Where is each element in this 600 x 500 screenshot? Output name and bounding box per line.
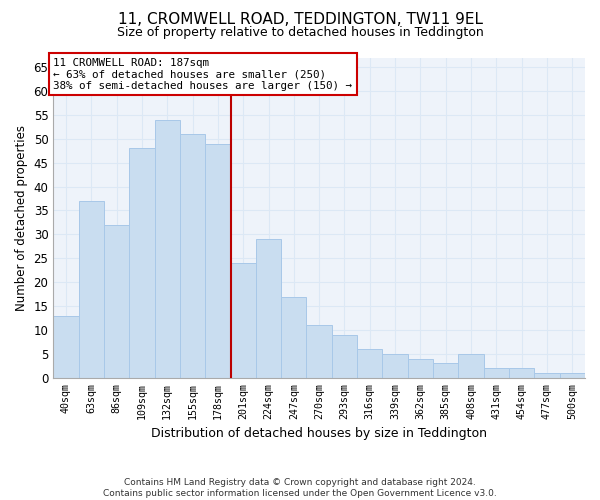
Bar bbox=[129, 148, 155, 378]
Y-axis label: Number of detached properties: Number of detached properties bbox=[15, 124, 28, 310]
Text: Size of property relative to detached houses in Teddington: Size of property relative to detached ho… bbox=[116, 26, 484, 39]
Bar bbox=[560, 373, 585, 378]
Bar bbox=[104, 225, 129, 378]
Bar bbox=[357, 349, 382, 378]
Bar bbox=[408, 358, 433, 378]
Bar bbox=[307, 325, 332, 378]
Bar bbox=[535, 373, 560, 378]
Bar bbox=[205, 144, 230, 378]
Bar bbox=[281, 296, 307, 378]
Bar bbox=[79, 201, 104, 378]
Text: Contains HM Land Registry data © Crown copyright and database right 2024.
Contai: Contains HM Land Registry data © Crown c… bbox=[103, 478, 497, 498]
Bar bbox=[53, 316, 79, 378]
Bar bbox=[180, 134, 205, 378]
Bar bbox=[509, 368, 535, 378]
Bar bbox=[155, 120, 180, 378]
Bar bbox=[332, 335, 357, 378]
Bar bbox=[382, 354, 408, 378]
Bar bbox=[458, 354, 484, 378]
X-axis label: Distribution of detached houses by size in Teddington: Distribution of detached houses by size … bbox=[151, 427, 487, 440]
Bar bbox=[230, 263, 256, 378]
Bar bbox=[256, 239, 281, 378]
Bar bbox=[484, 368, 509, 378]
Bar bbox=[433, 364, 458, 378]
Text: 11 CROMWELL ROAD: 187sqm
← 63% of detached houses are smaller (250)
38% of semi-: 11 CROMWELL ROAD: 187sqm ← 63% of detach… bbox=[53, 58, 352, 90]
Text: 11, CROMWELL ROAD, TEDDINGTON, TW11 9EL: 11, CROMWELL ROAD, TEDDINGTON, TW11 9EL bbox=[118, 12, 482, 28]
